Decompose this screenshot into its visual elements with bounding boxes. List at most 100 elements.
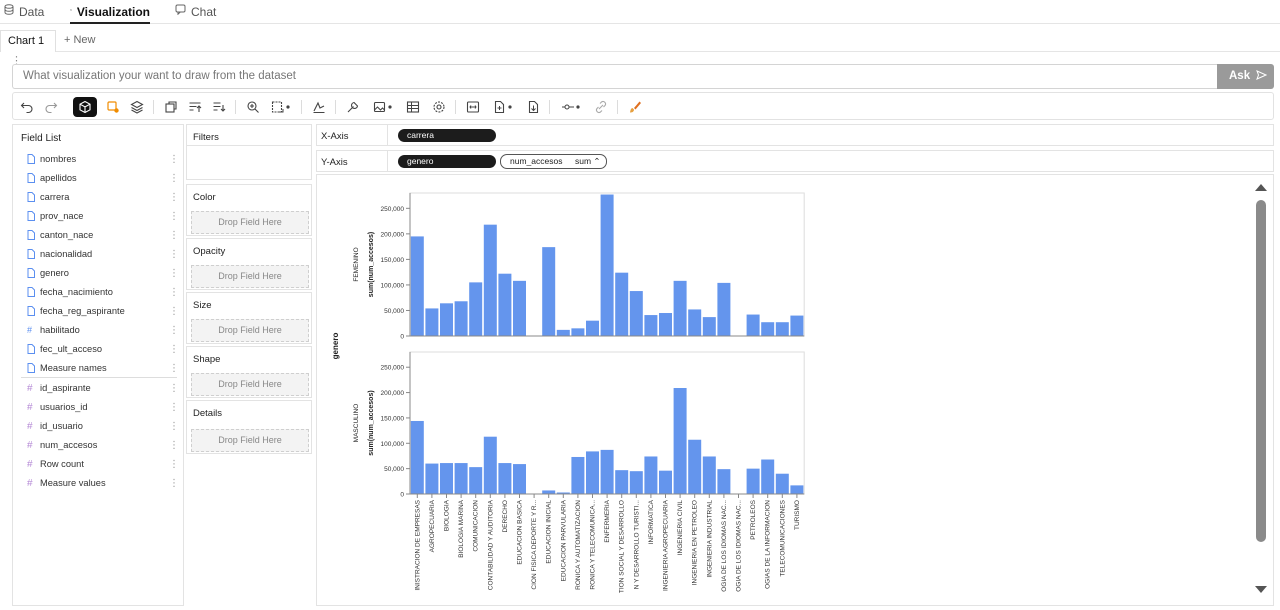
field-item-num_accesos[interactable]: # num_accesos ⋮ [27,437,179,453]
details-drop-zone[interactable]: Drop Field Here [191,429,309,452]
pivot-icon[interactable] [161,97,181,117]
new-chart-button[interactable]: + New [64,34,96,46]
field-menu-icon[interactable]: ⋮ [169,248,179,260]
field-item-fec_ult_acceso[interactable]: fec_ult_acceso ⋮ [27,341,179,357]
scroll-down-icon[interactable] [1255,586,1267,593]
x-tick-label: RONICA Y AUTOMATIZACION [575,500,582,590]
line-chart-icon[interactable] [309,97,329,117]
y-tick-label: 200,000 [381,390,405,397]
field-item-fecha_nacimiento[interactable]: fecha_nacimiento ⋮ [27,284,179,300]
brush-icon[interactable] [103,97,123,117]
bar [600,194,614,336]
field-menu-icon[interactable]: ⋮ [169,153,179,165]
zoom-icon[interactable] [243,97,263,117]
field-item-row-count[interactable]: # Row count ⋮ [27,456,179,472]
aggregation-select[interactable]: sum ⌃ [575,156,601,166]
scroll-up-icon[interactable] [1255,184,1267,191]
field-menu-icon[interactable]: ⋮ [169,343,179,355]
scroll-thumb[interactable] [1256,200,1266,542]
field-item-measure-names[interactable]: Measure names ⋮ [27,360,179,376]
add-file-icon[interactable] [489,97,517,117]
wrench-icon[interactable] [343,97,363,117]
undo-icon[interactable] [17,97,37,117]
layers-icon[interactable] [127,97,147,117]
field-item-fecha_reg_aspirante[interactable]: fecha_reg_aspirante ⋮ [27,303,179,319]
field-item-canton_nace[interactable]: canton_nace ⋮ [27,227,179,243]
field-item-usuarios_id[interactable]: # usuarios_id ⋮ [27,399,179,415]
paint-icon[interactable] [625,97,645,117]
field-menu-icon[interactable]: ⋮ [169,420,179,432]
fit-icon[interactable] [463,97,483,117]
chat-icon [175,4,186,15]
facet-value-label: FEMENINO [353,247,360,281]
size-drop-zone[interactable]: Drop Field Here [191,319,309,342]
resize-icon[interactable] [267,97,295,117]
field-item-habilitado[interactable]: # habilitado ⋮ [27,322,179,338]
image-icon[interactable] [369,97,397,117]
field-name: genero [40,268,69,278]
field-menu-icon[interactable]: ⋮ [169,362,179,374]
field-menu-icon[interactable]: ⋮ [169,477,179,489]
connect-icon[interactable] [557,97,585,117]
ask-input[interactable]: What visualization your want to draw fro… [12,64,1218,89]
field-menu-icon[interactable]: ⋮ [169,229,179,241]
y-axis-field-pill[interactable]: genero [398,155,496,168]
bar [615,470,629,494]
opacity-drop-zone[interactable]: Drop Field Here [191,265,309,288]
x-tick-label: INISTRACION DE EMPRESAS [414,499,421,590]
field-item-apellidos[interactable]: apellidos ⋮ [27,170,179,186]
tab-visualization[interactable]: Visualization [70,0,150,24]
field-menu-icon[interactable]: ⋮ [169,267,179,279]
text-field-icon [27,306,37,316]
color-drop-zone[interactable]: Drop Field Here [191,211,309,234]
bar [440,303,453,336]
field-name: usuarios_id [40,402,88,412]
tab-chat[interactable]: Chat [175,0,216,24]
bar [761,322,775,336]
field-menu-icon[interactable]: ⋮ [169,305,179,317]
link-icon[interactable] [591,97,611,117]
field-menu-icon[interactable]: ⋮ [169,191,179,203]
field-menu-icon[interactable]: ⋮ [169,210,179,222]
tab-data[interactable]: Data [4,0,44,24]
field-menu-icon[interactable]: ⋮ [169,401,179,413]
table-icon[interactable] [403,97,423,117]
field-item-id_aspirante[interactable]: # id_aspirante ⋮ [27,380,179,396]
field-item-nombres[interactable]: nombres ⋮ [27,151,179,167]
field-item-carrera[interactable]: carrera ⋮ [27,189,179,205]
x-tick-label: TION SOCIAL Y DESARROLLO [619,500,626,593]
chart-scrollbar[interactable] [1252,180,1270,600]
field-menu-icon[interactable]: ⋮ [169,439,179,451]
ask-button[interactable]: Ask [1217,64,1274,89]
x-tick-label: CION FISICA DEPORTE Y R... [531,500,538,590]
field-item-nacionalidad[interactable]: nacionalidad ⋮ [27,246,179,262]
bar [410,236,424,336]
field-menu-icon[interactable]: ⋮ [169,286,179,298]
field-item-id_usuario[interactable]: # id_usuario ⋮ [27,418,179,434]
more-icon[interactable]: ⋮ [11,55,22,67]
x-tick-label: INGENIERIA INDUSTRIAL [706,500,713,578]
field-menu-icon[interactable]: ⋮ [169,324,179,336]
cube-icon[interactable] [73,97,97,117]
y-axis-measure-pill[interactable]: num_accesos sum ⌃ [500,154,607,169]
shape-drop-zone[interactable]: Drop Field Here [191,373,309,396]
numeric-field-icon: # [27,439,33,451]
y-tick-label: 250,000 [381,206,405,213]
field-menu-icon[interactable]: ⋮ [169,382,179,394]
bar [644,315,658,336]
download-icon[interactable] [523,97,543,117]
tab-chat-label: Chat [191,5,217,19]
field-menu-icon[interactable]: ⋮ [169,172,179,184]
redo-icon[interactable] [41,97,61,117]
field-item-genero[interactable]: genero ⋮ [27,265,179,281]
field-item-measure-values[interactable]: # Measure values ⋮ [27,475,179,491]
sort-asc-icon[interactable] [185,97,205,117]
y-tick-label: 50,000 [384,466,404,473]
gear-icon[interactable] [429,97,449,117]
field-menu-icon[interactable]: ⋮ [169,458,179,470]
chart-tab-1[interactable]: Chart 1 ⋮ [0,30,56,67]
sort-desc-icon[interactable] [209,97,229,117]
field-item-prov_nace[interactable]: prov_nace ⋮ [27,208,179,224]
y-axis-label: Y-Axis [321,157,348,168]
x-axis-field-pill[interactable]: carrera [398,129,496,142]
